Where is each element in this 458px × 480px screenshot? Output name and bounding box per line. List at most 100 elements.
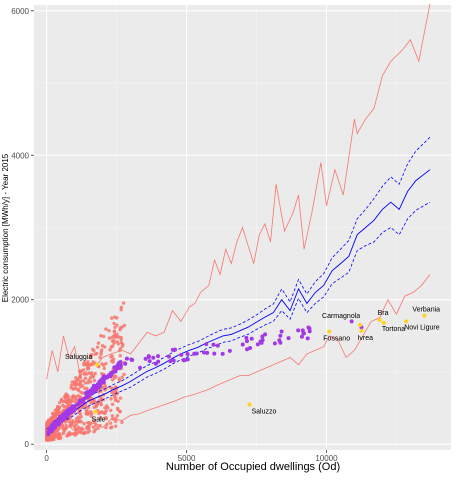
salmon-point: [109, 316, 114, 320]
purple-point: [245, 347, 250, 352]
salmon-point: [57, 400, 62, 405]
salmon-point: [49, 417, 53, 422]
salmon-point: [76, 394, 80, 398]
purple-point: [58, 414, 63, 419]
salmon-point: [92, 430, 96, 434]
salmon-point: [57, 427, 61, 431]
highlight-point: [94, 362, 99, 367]
salmon-point: [81, 379, 86, 383]
purple-point: [56, 422, 61, 427]
salmon-point: [103, 384, 107, 388]
salmon-point: [61, 403, 65, 408]
salmon-point: [118, 354, 123, 358]
salmon-point: [82, 422, 86, 426]
salmon-point: [64, 400, 68, 404]
purple-points: [46, 319, 364, 437]
salmon-point: [64, 423, 68, 428]
salmon-point: [74, 397, 78, 402]
purple-point: [147, 359, 152, 364]
salmon-point: [109, 397, 113, 401]
salmon-point: [81, 391, 85, 395]
salmon-point: [72, 432, 76, 436]
purple-point: [55, 418, 60, 423]
highlight-point: [93, 409, 98, 414]
salmon-point: [76, 415, 81, 419]
purple-point: [101, 374, 106, 379]
salmon-point: [89, 371, 94, 375]
salmon-point: [45, 424, 49, 428]
salmon-point: [96, 341, 101, 345]
salmon-point: [76, 425, 81, 430]
salmon-point: [109, 386, 113, 390]
salmon-point: [94, 403, 99, 408]
salmon-point: [98, 355, 102, 360]
purple-point: [90, 391, 95, 396]
salmon-point: [67, 433, 71, 437]
salmon-point: [115, 323, 119, 327]
highlight-point: [404, 319, 409, 324]
purple-point: [146, 354, 151, 359]
salmon-point: [66, 403, 70, 408]
salmon-point: [76, 377, 80, 381]
y-tick-label: 4000: [11, 151, 29, 160]
salmon-point: [111, 360, 115, 364]
model-lines: [46, 3, 431, 441]
salmon-point: [91, 425, 96, 429]
purple-point: [80, 400, 85, 405]
salmon-point: [77, 408, 82, 413]
purple-point: [46, 432, 51, 437]
highlight-point: [327, 329, 332, 334]
salmon-point: [69, 422, 74, 427]
municipality-labels: Saluggia Sale Saluzzo Fossano Carmagnola Ivre…: [65, 307, 440, 424]
salmon-point: [116, 408, 120, 412]
highlight-point: [381, 320, 386, 325]
salmon-point: [92, 378, 97, 383]
salmon-point: [112, 321, 116, 326]
salmon-point: [108, 348, 112, 352]
salmon-point: [63, 426, 67, 431]
municipality-label: Bra: [378, 310, 389, 317]
salmon-point: [68, 416, 72, 421]
purple-point: [260, 337, 265, 342]
purple-point: [205, 350, 210, 355]
salmon-point: [114, 419, 118, 423]
purple-point: [248, 345, 253, 350]
purple-point: [299, 334, 304, 339]
salmon-point: [86, 411, 90, 416]
salmon-point: [87, 429, 92, 433]
salmon-point: [67, 419, 71, 424]
purple-point: [52, 420, 57, 425]
purple-point: [240, 342, 245, 347]
salmon-point: [93, 352, 98, 356]
purple-point: [47, 426, 52, 431]
highlighted-municipalities: [93, 313, 427, 414]
tick-labels: 0 5000 10000 0 2000 4000 6000: [11, 7, 338, 463]
salmon-point: [90, 411, 94, 416]
salmon-point: [63, 420, 68, 424]
purple-point: [307, 329, 312, 334]
municipality-label: Ivrea: [357, 335, 373, 342]
purple-point: [86, 393, 91, 398]
salmon-point: [79, 420, 83, 424]
salmon-point: [71, 387, 75, 391]
salmon-point: [68, 401, 72, 405]
purple-point: [215, 343, 220, 348]
municipality-label: Novi Ligure: [404, 324, 440, 331]
salmon-point: [104, 425, 108, 430]
purple-point: [168, 359, 173, 364]
salmon-point: [63, 394, 68, 399]
salmon-point: [110, 390, 114, 395]
purple-point: [91, 388, 96, 393]
salmon-point: [53, 412, 57, 417]
salmon-point: [110, 354, 114, 358]
purple-point: [50, 427, 55, 432]
municipality-label: Verbania: [412, 307, 440, 314]
purple-point: [227, 348, 232, 353]
salmon-point: [92, 349, 96, 353]
salmon-point: [118, 396, 123, 400]
salmon-point: [71, 394, 76, 398]
salmon-point: [94, 424, 98, 428]
salmon-point: [104, 361, 108, 366]
salmon-point: [122, 372, 126, 376]
